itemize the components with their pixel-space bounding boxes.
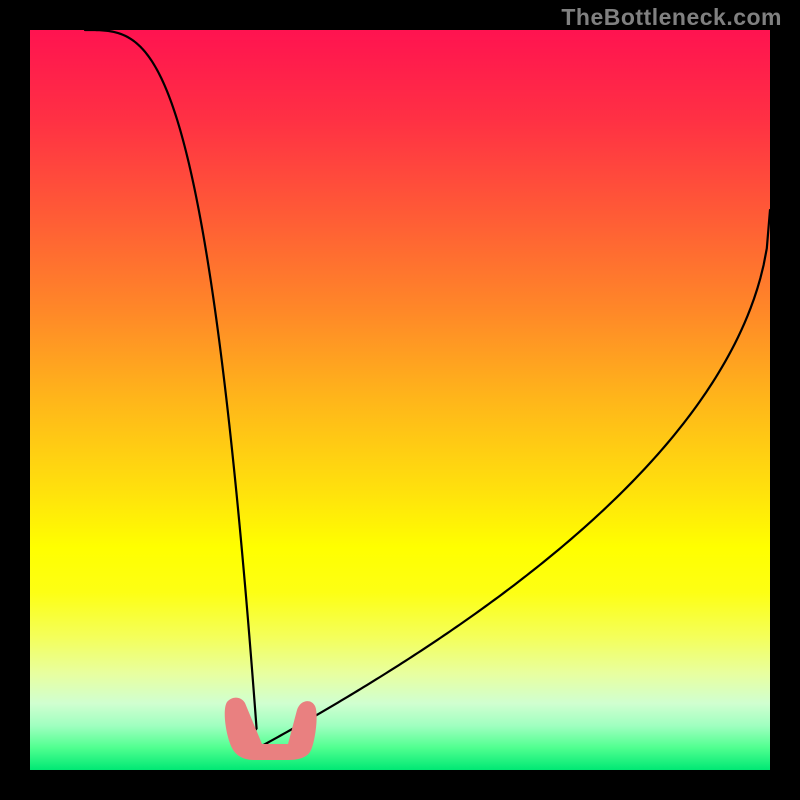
watermark-text: TheBottleneck.com bbox=[561, 4, 782, 31]
plot-area bbox=[30, 30, 770, 770]
chart-root: TheBottleneck.com bbox=[0, 0, 800, 800]
